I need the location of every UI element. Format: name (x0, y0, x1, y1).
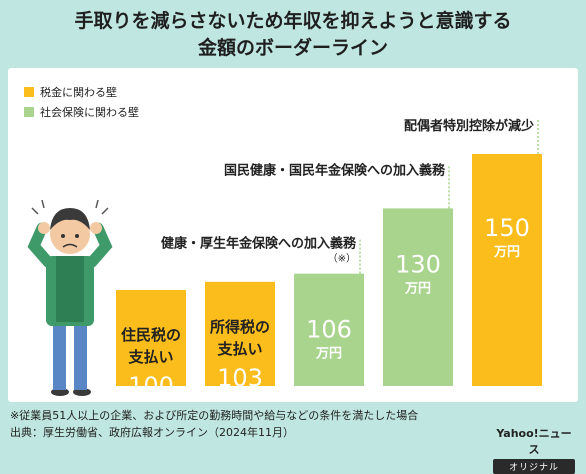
bar-label-100-2: 支払い (127, 348, 173, 366)
chart-title-line-2: 金額のボーダーライン (197, 37, 388, 59)
legend-swatch-social (24, 107, 34, 117)
bar-chart: 住民税の支払い100万円所得税の支払い103万円106万円健康・厚生年金保険への… (27, 118, 542, 402)
bar-unit-103: 万円 (226, 395, 253, 402)
annotation-106: 健康・厚生年金保険への加入義務 (161, 236, 357, 252)
brand-badge: オリジナル (493, 459, 575, 474)
brand: Yahoo!ニュース オリジナル (493, 425, 575, 474)
legend-label-social: 社会保険に関わる壁 (40, 106, 139, 119)
legend-swatch-tax (24, 87, 34, 97)
annotation-note-106: （※） (328, 253, 356, 265)
bar-unit-130: 万円 (404, 281, 431, 296)
footnote: ※従業員51人以上の企業、および所定の勤務時間や給与などの条件を満たした場合 (10, 409, 419, 422)
brand-name: Yahoo!ニュース (496, 427, 572, 456)
legend-label-tax: 税金に関わる壁 (40, 86, 117, 99)
bar-106 (294, 273, 364, 386)
worried-person-icon (27, 199, 113, 396)
bar-value-100: 100 (128, 372, 174, 400)
bar-label-100-1: 住民税の (121, 326, 181, 344)
bar-130 (383, 208, 453, 386)
chart-title: 手取りを減らさないため年収を抑えようと意識する 金額のボーダーライン (0, 8, 586, 62)
chart-title-line-1: 手取りを減らさないため年収を抑えようと意識する (74, 10, 512, 32)
annotation-130: 国民健康・国民年金保険への加入義務 (224, 162, 446, 178)
bar-103 (205, 281, 275, 386)
bar-100 (116, 290, 186, 386)
footer: ※従業員51人以上の企業、および所定の勤務時間や給与などの条件を満たした場合 出… (10, 407, 418, 441)
bar-value-150: 150 (484, 214, 530, 242)
bar-label-103-2: 支払い (216, 340, 262, 358)
bar-label-103-1: 所得税の (210, 318, 270, 336)
bar-value-106: 106 (306, 316, 352, 344)
legend-item-social: 社会保険に関わる壁 (24, 102, 139, 122)
chart-panel: 税金に関わる壁 社会保険に関わる壁 (8, 68, 578, 402)
bar-value-103: 103 (217, 364, 263, 392)
legend-item-tax: 税金に関わる壁 (24, 82, 139, 102)
source-note: 出典：厚生労働省、政府広報オンライン（2024年11月） (10, 426, 294, 439)
bar-value-130: 130 (395, 250, 441, 278)
annotation-150: 配偶者特別控除が減少 (404, 118, 534, 134)
legend: 税金に関わる壁 社会保険に関わる壁 (24, 82, 139, 122)
bar-unit-106: 万円 (315, 347, 342, 362)
bar-unit-150: 万円 (493, 245, 520, 260)
bar-150 (472, 154, 542, 386)
